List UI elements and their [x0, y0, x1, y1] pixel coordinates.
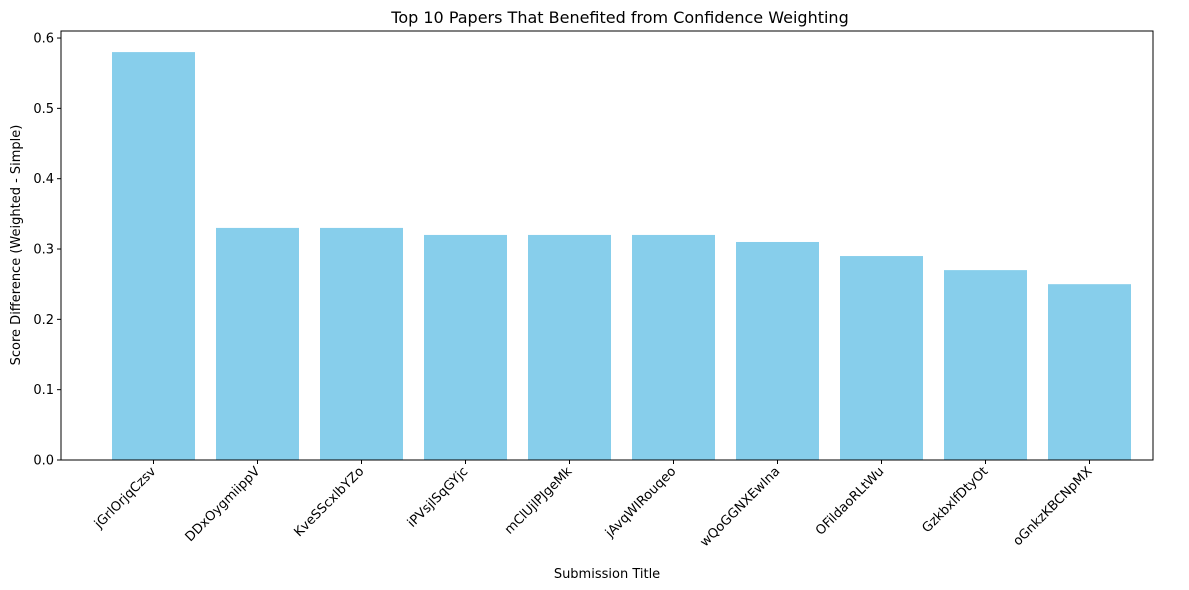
x-tick-label: GzkbxlfDtyOt: [919, 464, 991, 536]
y-tick-label: 0.6: [33, 32, 54, 47]
bar: [840, 256, 923, 460]
y-axis: 0.0 0.1 0.2 0.3 0.4 0.5 0.6: [33, 32, 61, 469]
bar: [216, 227, 299, 460]
y-tick-label: 0.3: [33, 243, 54, 258]
chart-title: Top 10 Papers That Benefited from Confid…: [390, 8, 848, 27]
bar: [424, 234, 507, 460]
x-tick-label: wQoGGNXEwIna: [697, 464, 783, 550]
bar: [944, 270, 1027, 460]
plot-frame: [60, 30, 1154, 461]
bar: [736, 241, 819, 460]
x-tick-label: iPVsjlSqGYjc: [405, 464, 471, 530]
x-tick-label: oGnkzKBCNpMX: [1010, 464, 1095, 549]
y-tick-label: 0.2: [33, 313, 54, 328]
x-tick-label: KveSScxlbYZo: [292, 464, 368, 540]
bar: [112, 52, 195, 461]
x-axis: jGrlOrjqCzsv DDxOygmiippV KveSScxlbYZo iPVs…: [91, 460, 1095, 550]
bar: [632, 234, 715, 460]
x-tick-label: jAvqWIRouqeo: [602, 464, 679, 541]
x-tick-label: DDxOygmiippV: [183, 464, 264, 545]
x-tick-label: OFildaoRLtWu: [813, 464, 887, 538]
x-axis-label: Submission Title: [554, 567, 660, 582]
y-tick-label: 0.4: [33, 172, 54, 187]
y-axis-label: Score Difference (Weighted - Simple): [9, 125, 24, 366]
x-tick-label: mClUjlPJgeMk: [502, 464, 576, 538]
bars-group: [112, 52, 1131, 461]
y-tick-label: 0.5: [33, 102, 54, 117]
bar: [320, 227, 403, 460]
bar: [1048, 284, 1131, 460]
x-tick-label: jGrlOrjqCzsv: [91, 464, 159, 532]
bar: [528, 234, 611, 460]
y-tick-label: 0.0: [33, 454, 54, 469]
y-tick-label: 0.1: [33, 383, 54, 398]
